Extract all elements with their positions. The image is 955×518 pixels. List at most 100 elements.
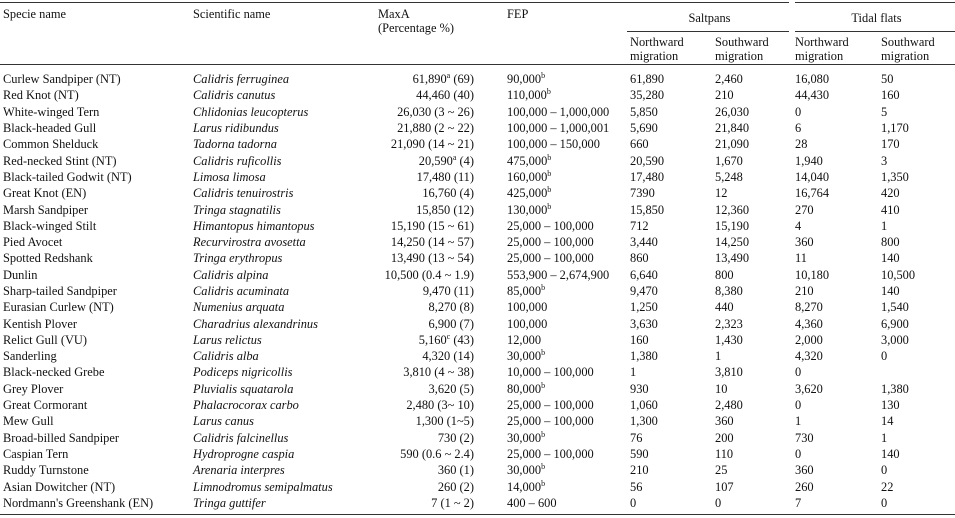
table-row: Grey Plover Pluvialis squatarola 3,620 (5)… bbox=[0, 381, 955, 397]
cell: 6,900 bbox=[881, 316, 909, 331]
cell: 28 bbox=[795, 137, 808, 152]
cell-value: 100,000 bbox=[507, 316, 548, 331]
cell-value: 13,490 bbox=[390, 251, 425, 266]
cell-range: (1~5) bbox=[446, 414, 474, 429]
header-cell: Northward migration bbox=[795, 35, 849, 63]
cell: 1,250 bbox=[630, 300, 658, 315]
cell: 7 (1 ~ 2) bbox=[375, 495, 504, 515]
footnote-mark: b bbox=[541, 380, 546, 390]
cell: 21,880 (2 ~ 22) bbox=[375, 120, 504, 136]
cell-range: (3 ~ 26) bbox=[434, 104, 474, 119]
cell: 475,000b bbox=[504, 152, 627, 168]
cell: 7390 bbox=[630, 186, 655, 201]
footnote-mark: c bbox=[446, 331, 451, 341]
cell: Calidris ruficollis bbox=[193, 153, 282, 168]
cell: 50 bbox=[881, 72, 894, 87]
cell: 85,000b bbox=[504, 283, 627, 299]
cell-range: (4 ~ 38) bbox=[434, 365, 474, 380]
table-row: Spotted Redshank Tringa erythropus 13,490 … bbox=[0, 250, 955, 266]
cell: 26,030 (3 ~ 26) bbox=[375, 104, 504, 120]
group-header: Saltpans bbox=[627, 2, 792, 32]
cell-range: (69) bbox=[453, 72, 474, 87]
footnote-mark: b bbox=[541, 478, 546, 488]
cell-value: 9,470 bbox=[422, 284, 451, 298]
footnote-mark: b bbox=[541, 282, 546, 292]
cell-value: 2,480 bbox=[406, 398, 435, 413]
cell: 12 bbox=[715, 186, 728, 201]
cell: 15,190 bbox=[715, 218, 750, 233]
cell: 1,380 bbox=[630, 349, 658, 364]
table-row: Curlew Sandpiper (NT) Calidris ferruginea… bbox=[0, 65, 955, 88]
cell: 25,000 – 100,000 bbox=[504, 413, 627, 429]
cell: 25 bbox=[715, 463, 728, 478]
cell: 260 bbox=[795, 479, 814, 494]
cell bbox=[878, 364, 955, 380]
cell: 14,000b bbox=[504, 478, 627, 494]
cell: 20,590 bbox=[630, 153, 665, 168]
cell: 90,000b bbox=[504, 65, 627, 88]
cell: 10,500 bbox=[881, 267, 916, 282]
cell: 2,000 bbox=[795, 332, 823, 347]
footnote-mark: b bbox=[547, 185, 552, 195]
table-row: Great Cormorant Phalacrocorax carbo 2,480 … bbox=[0, 397, 955, 413]
cell: 10,000 – 100,000 bbox=[504, 364, 627, 380]
cell-value: 475,000 bbox=[507, 153, 548, 168]
cell-value: 44,460 bbox=[416, 88, 451, 103]
cell: 44,460 (40) bbox=[375, 87, 504, 103]
cell-value: 360 bbox=[437, 463, 457, 478]
cell: Asian Dowitcher (NT) bbox=[3, 479, 116, 494]
table-row: Caspian Tern Hydroprogne caspia 590 (0.6 ~… bbox=[0, 446, 955, 462]
cell: Black-necked Grebe bbox=[3, 365, 105, 380]
cell: 10 bbox=[715, 381, 728, 396]
cell: Phalacrocorax carbo bbox=[193, 398, 299, 413]
footnote-mark: b bbox=[541, 71, 546, 81]
cell: 3,630 bbox=[630, 316, 658, 331]
cell: 930 bbox=[630, 381, 649, 396]
header-cell: FEP bbox=[507, 7, 529, 21]
cell-value: 21,880 bbox=[397, 121, 432, 136]
footnote-mark: a bbox=[446, 71, 451, 81]
cell: 5,690 bbox=[630, 121, 658, 136]
cell: 590 bbox=[630, 446, 649, 461]
cell: 9,470 bbox=[630, 284, 658, 298]
cell-value: 85,000 bbox=[507, 284, 542, 298]
cell-value: 25,000 – 100,000 bbox=[507, 235, 594, 250]
table-row: Black-winged Stilt Himantopus himantopus 1… bbox=[0, 218, 955, 234]
cell: Pied Avocet bbox=[3, 235, 63, 250]
cell: Relict Gull (VU) bbox=[3, 332, 87, 347]
cell: 21,840 bbox=[715, 121, 750, 136]
cell: 26,030 bbox=[715, 104, 750, 119]
cell: 1,350 bbox=[881, 169, 909, 184]
cell-value: 100,000 – 1,000,001 bbox=[507, 121, 610, 136]
cell: 13,490 (13 ~ 54) bbox=[375, 250, 504, 266]
cell: Calidris tenuirostris bbox=[193, 186, 294, 201]
cell-value: 25,000 – 100,000 bbox=[507, 398, 594, 413]
cell-value: 7 bbox=[431, 495, 438, 510]
cell: 1 bbox=[715, 349, 722, 364]
cell-range: (4) bbox=[459, 186, 474, 201]
table-row: Red Knot (NT) Calidris canutus 44,460 (40)… bbox=[0, 87, 955, 103]
cell-value: 15,850 bbox=[416, 202, 451, 217]
cell: 110 bbox=[715, 446, 734, 461]
cell: 425,000b bbox=[504, 185, 627, 201]
cell-value: 14,250 bbox=[390, 235, 425, 250]
cell-value: 20,590 bbox=[418, 153, 453, 168]
table-row: Asian Dowitcher (NT) Limnodromus semipalm… bbox=[0, 478, 955, 494]
footnote-mark: b bbox=[547, 201, 552, 211]
cell: 8,380 bbox=[715, 284, 743, 298]
cell: 56 bbox=[630, 479, 643, 494]
cell: 8,270 (8) bbox=[375, 299, 504, 315]
cell-value: 4,320 bbox=[422, 349, 451, 364]
cell-range: (40) bbox=[453, 88, 474, 103]
cell: 1 bbox=[795, 414, 802, 429]
cell: Calidris acuminata bbox=[193, 284, 290, 298]
cell: 2,480 (3~ 10) bbox=[375, 397, 504, 413]
cell: 860 bbox=[630, 251, 649, 266]
table-row: Pied Avocet Recurvirostra avosetta 14,250 … bbox=[0, 234, 955, 250]
cell-range: (15 ~ 61) bbox=[428, 218, 474, 233]
cell: 160,000b bbox=[504, 169, 627, 185]
cell: 130 bbox=[881, 398, 900, 413]
cell: 1,380 bbox=[881, 381, 909, 396]
cell: 61,890 bbox=[630, 72, 665, 87]
cell: 0 bbox=[630, 495, 637, 510]
